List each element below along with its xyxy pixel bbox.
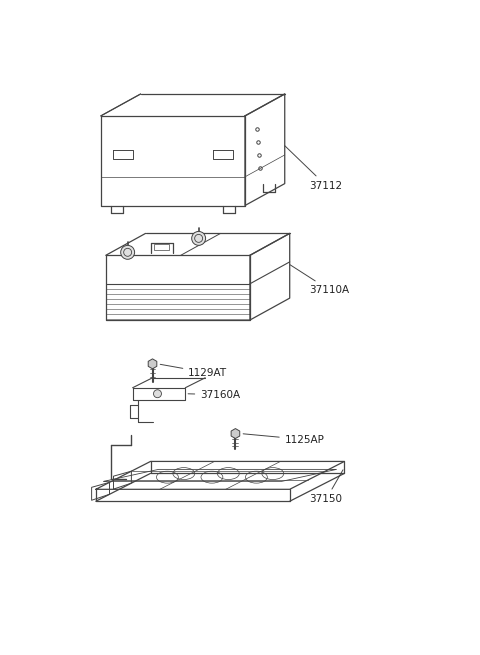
Circle shape: [154, 390, 161, 398]
Text: 37150: 37150: [310, 470, 343, 504]
Bar: [155, 244, 169, 250]
Text: 37112: 37112: [285, 145, 343, 191]
Text: 37160A: 37160A: [188, 390, 240, 400]
Circle shape: [120, 246, 134, 259]
Text: 1129AT: 1129AT: [160, 364, 228, 378]
Text: 1125AP: 1125AP: [243, 434, 324, 445]
Text: 37110A: 37110A: [290, 265, 350, 295]
Circle shape: [192, 231, 205, 246]
